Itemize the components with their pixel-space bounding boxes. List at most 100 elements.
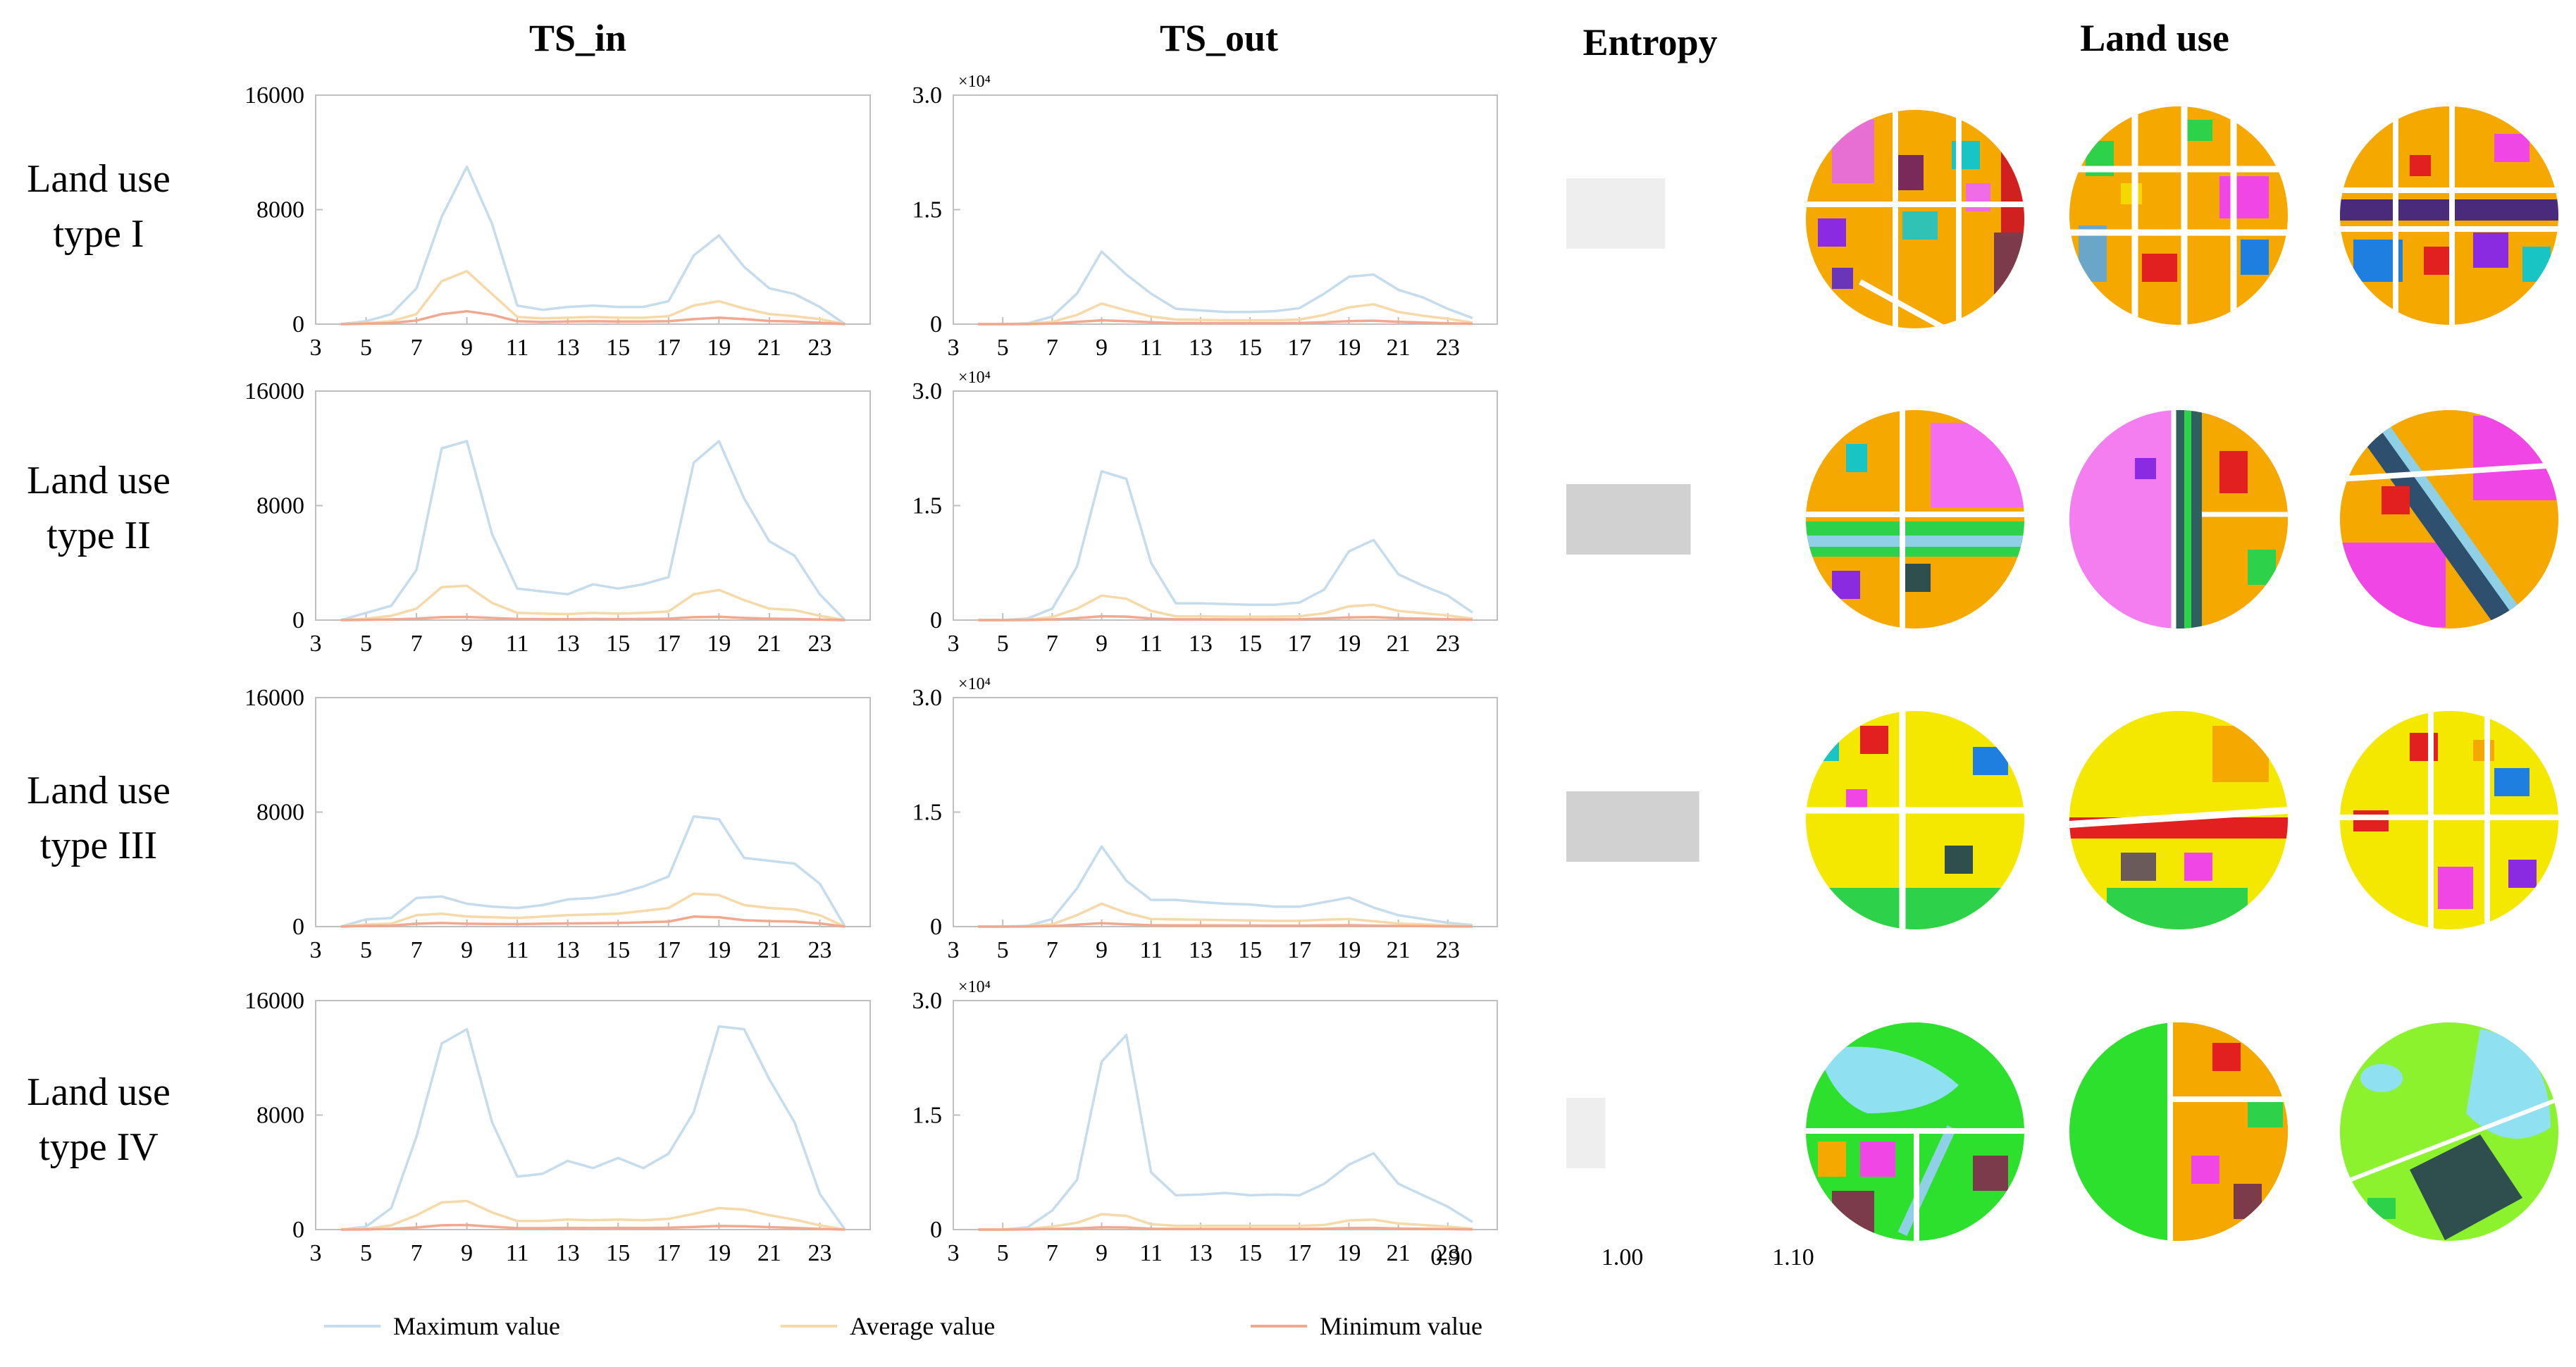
chart-ts-in-row3-ytick-label: 0	[292, 914, 304, 940]
chart-ts-out-row4-frame	[953, 1000, 1498, 1230]
land-use-map-1-3	[2340, 106, 2558, 325]
chart-ts-out-row3-xtick-label: 15	[1238, 937, 1262, 963]
chart-ts-in-row2-series-minimum-value	[340, 615, 846, 621]
chart-ts-in-row3-xtick-label: 13	[556, 937, 580, 963]
chart-ts-out-row3-ytick-label: 1.5	[912, 800, 943, 826]
chart-ts-out-row1-xtick-label: 19	[1337, 335, 1361, 361]
chart-ts-out-row4-xtick-label: 5	[997, 1240, 1009, 1266]
row-label-1b: type I	[53, 212, 144, 256]
chart-ts-in-row2-xtick-label: 21	[757, 631, 781, 657]
chart-ts-in-row3-xtick-label: 3	[310, 937, 322, 963]
chart-ts-in-row1-xtick-label: 11	[506, 335, 529, 361]
chart-ts-in-row3-ytick-label: 16000	[244, 685, 304, 711]
chart-ts-out-row1-series-minimum-value	[978, 318, 1473, 326]
chart-ts-in-row2-xtick-label: 17	[657, 631, 681, 657]
chart-ts-out-row3-xtick-label: 13	[1189, 937, 1213, 963]
chart-ts-out-row2-xtick-label: 13	[1189, 631, 1213, 657]
chart-ts-in-row3-series-maximum-value	[340, 815, 846, 928]
chart-ts-out-row4-xtick-label: 11	[1139, 1240, 1163, 1266]
entropy-bar-4	[1566, 1098, 1606, 1168]
chart-ts-out-row4-ytick-label: 1.5	[912, 1103, 943, 1129]
chart-ts-out-row1-ytick-label: 1.5	[912, 197, 943, 223]
chart-ts-out-row3-xtick-label: 11	[1139, 937, 1163, 963]
header-entropy: Entropy	[1583, 21, 1717, 63]
legend: Maximum value Average value Minimum value	[324, 1312, 1482, 1340]
chart-ts-in-row1-xtick-label: 21	[757, 335, 781, 361]
chart-ts-out-row2-multiplier: ×10⁴	[958, 369, 991, 387]
chart-ts-in-row4-ytick-label: 8000	[256, 1103, 304, 1129]
chart-ts-out-row1-ytick-label: 0	[930, 311, 942, 338]
chart-ts-in-row4-xtick-label: 11	[506, 1240, 529, 1266]
line-charts: 0 8000 16000 3 5 7 9 11 13 15 17 19 21 23 0 1.5 3.0 ×10⁴ 3…	[244, 73, 1498, 1266]
chart-ts-out-row1-multiplier: ×10⁴	[958, 73, 991, 91]
chart-ts-in-row2-frame	[315, 390, 871, 621]
row-label-3b: type III	[40, 824, 157, 867]
chart-ts-out-row1-xtick-label: 15	[1238, 335, 1262, 361]
chart-ts-in-row4-series-maximum-value	[340, 1025, 846, 1231]
chart-ts-in-row1-xtick-label: 3	[310, 335, 322, 361]
header-land-use: Land use	[2080, 17, 2229, 59]
legend-label-2: Average value	[850, 1312, 995, 1340]
chart-ts-out-row2-xtick-label: 17	[1287, 631, 1311, 657]
chart-ts-out-row1-xtick-label: 13	[1189, 335, 1213, 361]
chart-ts-in-row4-xtick-label: 5	[360, 1240, 372, 1266]
chart-ts-out-row3-xtick-label: 7	[1046, 937, 1058, 963]
chart-ts-in-row2-xtick-label: 13	[556, 631, 580, 657]
chart-ts-in-row3-xtick-label: 11	[506, 937, 529, 963]
chart-ts-in-row4-xtick-label: 19	[707, 1240, 731, 1266]
chart-ts-in-row3-series-average-value	[340, 892, 846, 928]
chart-ts-in-row2-xtick-label: 9	[461, 631, 473, 657]
chart-ts-in-row2-xtick-label: 15	[606, 631, 630, 657]
chart-ts-in-row1-xtick-label: 17	[657, 335, 681, 361]
chart-ts-out-row1-xtick-label: 23	[1436, 335, 1460, 361]
chart-ts-out-row3-frame	[953, 697, 1498, 927]
chart-ts-out-row1-xtick-label: 17	[1287, 335, 1311, 361]
chart-ts-in-row2: 0 8000 16000 3 5 7 9 11 13 15 17 19 21 23	[244, 378, 871, 657]
chart-ts-out-row4-xtick-label: 15	[1238, 1240, 1262, 1266]
chart-ts-in-row1-xtick-label: 13	[556, 335, 580, 361]
land-use-map-2-1	[1806, 410, 2024, 629]
chart-ts-out-row3-series-average-value	[978, 902, 1473, 928]
chart-ts-in-row3-xtick-label: 17	[657, 937, 681, 963]
entropy-bar-1	[1566, 178, 1666, 249]
chart-ts-in-row4-xtick-label: 9	[461, 1240, 473, 1266]
land-use-map-1-1	[1806, 110, 2024, 328]
land-use-map-4-3	[2340, 1022, 2558, 1241]
chart-ts-out-row2-series-average-value	[978, 594, 1473, 621]
chart-ts-in-row1-frame	[315, 94, 871, 325]
chart-ts-in-row1-xtick-label: 7	[411, 335, 423, 361]
chart-ts-out-row3-multiplier: ×10⁴	[958, 675, 991, 693]
chart-ts-out-row2-series-maximum-value	[978, 470, 1473, 621]
chart-ts-in-row2-series-maximum-value	[340, 440, 846, 621]
chart-ts-in-row1-xtick-label: 19	[707, 335, 731, 361]
chart-ts-out-row3-xtick-label: 17	[1287, 937, 1311, 963]
chart-ts-in-row1-xtick-label: 9	[461, 335, 473, 361]
chart-ts-out-row2-xtick-label: 19	[1337, 631, 1361, 657]
chart-ts-in-row4-frame	[315, 1000, 871, 1230]
chart-ts-in-row3-xtick-label: 9	[461, 937, 473, 963]
chart-ts-in-row1-series-maximum-value	[340, 165, 846, 326]
chart-ts-in-row1: 0 8000 16000 3 5 7 9 11 13 15 17 19 21 23	[244, 82, 871, 361]
land-use-map-4-2	[2069, 1022, 2288, 1241]
entropy-xtick-label: 0.90	[1430, 1244, 1473, 1270]
chart-ts-out-row1-xtick-label: 5	[997, 335, 1009, 361]
chart-ts-in-row4: 0 8000 16000 3 5 7 9 11 13 15 17 19 21 23	[244, 988, 871, 1266]
chart-ts-in-row2-ytick-label: 8000	[256, 493, 304, 519]
chart-ts-in-row1-series-average-value	[340, 270, 846, 326]
chart-ts-out-row2-xtick-label: 11	[1139, 631, 1163, 657]
chart-ts-in-row3-xtick-label: 19	[707, 937, 731, 963]
chart-ts-in-row2-xtick-label: 5	[360, 631, 372, 657]
chart-ts-in-row1-series-minimum-value	[340, 309, 846, 326]
chart-ts-in-row4-ytick-label: 0	[292, 1217, 304, 1243]
chart-ts-out-row4-series-minimum-value	[978, 1226, 1473, 1231]
legend-label-3: Minimum value	[1320, 1312, 1482, 1340]
chart-ts-out-row3-xtick-label: 5	[997, 937, 1009, 963]
chart-ts-in-row2-xtick-label: 7	[411, 631, 423, 657]
header-ts-in: TS_in	[529, 17, 626, 59]
chart-ts-out-row2-xtick-label: 9	[1096, 631, 1108, 657]
chart-ts-out-row2-xtick-label: 7	[1046, 631, 1058, 657]
chart-ts-out-row3-ytick-label: 3.0	[912, 685, 943, 711]
entropy-bar-2	[1566, 484, 1691, 555]
chart-ts-out-row1-xtick-label: 3	[948, 335, 960, 361]
chart-ts-in-row1-ytick-label: 16000	[244, 82, 304, 109]
